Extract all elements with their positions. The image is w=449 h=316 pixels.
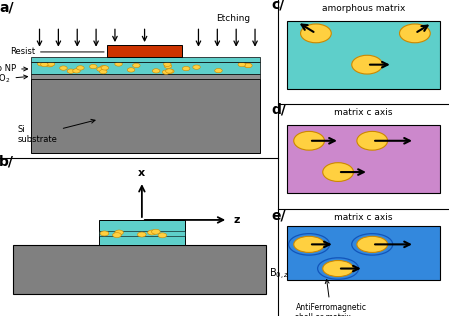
Circle shape (132, 63, 140, 68)
Bar (107, 45, 182, 58)
Text: matrix c axis: matrix c axis (335, 108, 393, 118)
Text: Si
substrate: Si substrate (18, 119, 95, 144)
Circle shape (100, 231, 109, 236)
Text: Co NP: Co NP (0, 64, 27, 73)
Text: e/: e/ (272, 209, 286, 222)
Text: a/: a/ (0, 0, 14, 14)
Circle shape (40, 62, 48, 67)
Circle shape (163, 70, 170, 74)
Circle shape (137, 232, 146, 237)
Circle shape (167, 69, 174, 73)
Circle shape (115, 62, 122, 66)
Text: x: x (138, 168, 145, 178)
Bar (31, 79, 260, 153)
Circle shape (238, 62, 246, 67)
Circle shape (166, 69, 173, 73)
Bar (13, 245, 266, 294)
Circle shape (128, 68, 135, 72)
Circle shape (300, 24, 331, 43)
Text: c/: c/ (272, 0, 285, 12)
Bar (31, 62, 260, 74)
Circle shape (97, 67, 104, 71)
Circle shape (73, 69, 80, 73)
Circle shape (60, 66, 67, 70)
Bar (99, 231, 185, 236)
Bar (31, 58, 260, 62)
Text: SiO$_2$: SiO$_2$ (0, 73, 27, 85)
Circle shape (245, 64, 252, 68)
Text: Etching: Etching (216, 14, 251, 23)
Text: B$_{0,z}$: B$_{0,z}$ (269, 267, 289, 282)
Circle shape (89, 64, 97, 69)
Text: AntiFerromagnetic
shell or matrix: AntiFerromagnetic shell or matrix (295, 280, 366, 316)
Circle shape (148, 230, 156, 235)
Circle shape (158, 233, 167, 238)
Circle shape (100, 70, 107, 74)
Circle shape (46, 63, 53, 67)
Circle shape (99, 66, 107, 70)
Bar (31, 74, 260, 79)
Circle shape (323, 163, 353, 181)
Circle shape (115, 230, 123, 235)
Circle shape (77, 66, 84, 70)
Circle shape (357, 236, 387, 252)
Circle shape (244, 63, 251, 67)
Circle shape (215, 69, 222, 73)
Circle shape (294, 131, 325, 150)
Circle shape (323, 260, 353, 276)
Circle shape (113, 233, 121, 238)
Circle shape (101, 66, 109, 70)
Text: Resist: Resist (10, 47, 104, 57)
Circle shape (294, 236, 325, 252)
Circle shape (352, 55, 383, 74)
Circle shape (164, 64, 172, 68)
Circle shape (400, 24, 430, 43)
Bar (287, 125, 440, 193)
Circle shape (47, 62, 55, 66)
Text: d/: d/ (272, 102, 286, 116)
Bar (99, 220, 185, 245)
Bar (287, 227, 440, 280)
Text: b/: b/ (0, 155, 14, 169)
Circle shape (38, 62, 45, 66)
Bar (287, 21, 440, 89)
Circle shape (67, 69, 75, 73)
Circle shape (193, 65, 200, 69)
Circle shape (152, 69, 160, 73)
Text: matrix c axis: matrix c axis (335, 213, 393, 222)
Circle shape (357, 131, 387, 150)
Circle shape (182, 66, 190, 71)
Circle shape (152, 229, 160, 234)
Text: z: z (233, 215, 240, 225)
Text: amorphous matrix: amorphous matrix (322, 4, 405, 13)
Circle shape (163, 62, 171, 66)
